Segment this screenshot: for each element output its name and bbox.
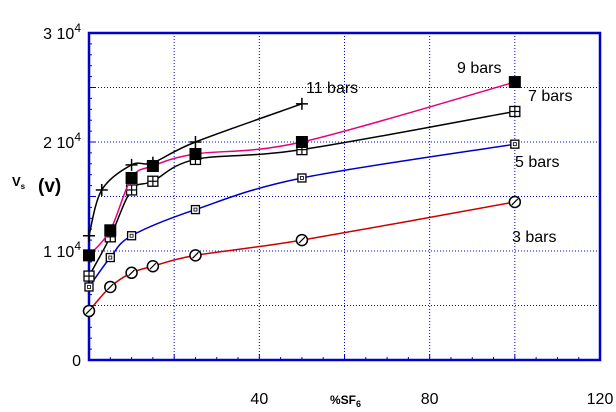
- data-point-3-bars: [125, 266, 138, 280]
- data-point-9-bars: [295, 136, 308, 148]
- labels-group: 40 80 120 0 1 104 2 104 3 104 3 bars 5 bars 7 bar…: [43, 21, 613, 408]
- series-3-bars: [82, 195, 522, 318]
- data-point-9-bars: [189, 147, 202, 160]
- data-point-11-bars: [125, 158, 138, 171]
- data-point-7-bars: [509, 105, 521, 118]
- data-point-9-bars: [83, 249, 95, 262]
- data-point-5-bars: [105, 252, 115, 263]
- data-point-3-bars: [189, 249, 202, 262]
- data-point-7-bars: [83, 270, 95, 282]
- data-point-5-bars: [297, 173, 307, 183]
- data-point-5-bars: [510, 139, 520, 149]
- data-point-3-bars: [104, 280, 117, 294]
- x-axis-title: %SF6: [330, 393, 361, 409]
- series-group: [82, 76, 522, 318]
- series-5-bars: [84, 139, 520, 292]
- x-tick-label: 40: [250, 391, 268, 408]
- data-point-3-bars: [508, 195, 522, 209]
- data-point-7-bars: [125, 184, 138, 196]
- data-point-7-bars: [147, 175, 159, 187]
- series-label-5-bars: 5 bars: [515, 154, 559, 171]
- data-point-3-bars: [295, 233, 309, 247]
- y-axis-unit: (v): [38, 176, 61, 197]
- data-point-11-bars: [189, 136, 202, 148]
- data-point-11-bars: [95, 183, 108, 196]
- x-tick-label: 120: [587, 391, 614, 408]
- x-tick-label: 80: [421, 391, 439, 408]
- series-11-bars: [83, 97, 308, 242]
- y-tick-label: 2 104: [43, 130, 81, 152]
- data-point-3-bars: [82, 304, 96, 318]
- y-axis-title: Vs: [12, 174, 26, 191]
- data-point-5-bars: [126, 231, 137, 241]
- data-point-3-bars: [146, 260, 160, 273]
- series-label-11-bars: 11 bars: [306, 80, 358, 97]
- data-point-5-bars: [84, 282, 94, 292]
- data-point-5-bars: [190, 204, 201, 215]
- data-point-11-bars: [146, 156, 159, 169]
- data-point-11-bars: [83, 229, 95, 242]
- data-point-11-bars: [295, 97, 308, 110]
- data-point-9-bars: [104, 224, 117, 237]
- series-label-7-bars: 7 bars: [528, 88, 572, 105]
- y-tick-label: 1 104: [43, 239, 81, 261]
- data-point-9-bars: [508, 76, 521, 89]
- y-tick-label: 3 104: [43, 21, 81, 43]
- y-tick-label: 0: [72, 353, 81, 370]
- data-point-9-bars: [125, 171, 138, 184]
- series-label-3-bars: 3 bars: [512, 229, 556, 246]
- series-label-9-bars: 9 bars: [457, 60, 501, 77]
